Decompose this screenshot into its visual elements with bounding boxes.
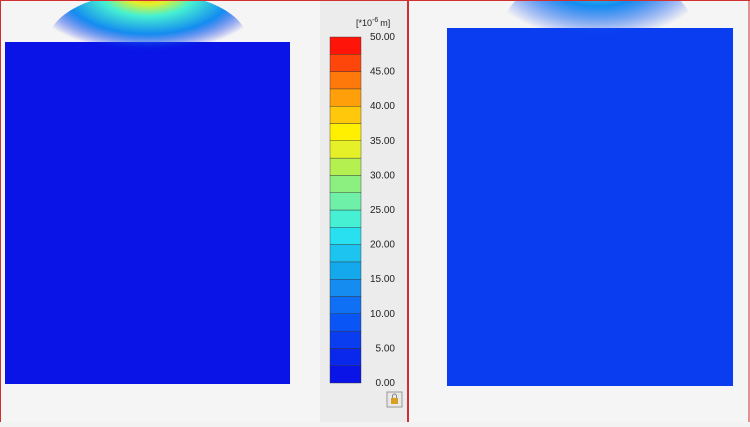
legend-tick-label: 15.00 (370, 274, 395, 285)
legend-band (329, 261, 362, 280)
legend-tick-label: 30.00 (370, 170, 395, 181)
legend-band (329, 227, 362, 245)
legend-band (329, 175, 362, 193)
legend-band (329, 123, 362, 141)
contour-plot-right (447, 28, 733, 386)
legend-band (329, 36, 362, 55)
legend-tick-label: 40.00 (370, 101, 395, 112)
legend-band (329, 71, 362, 90)
legend-band (329, 88, 362, 107)
legend-band (329, 105, 362, 124)
contour-hotspot (48, 0, 248, 92)
legend-tick-label: 35.00 (370, 136, 395, 147)
legend-band (329, 313, 362, 332)
legend-band (329, 192, 362, 211)
legend-tick-label: 0.00 (376, 378, 396, 389)
legend-band (329, 209, 362, 228)
legend-bar (329, 36, 362, 384)
legend-band (329, 54, 362, 72)
legend-tick-label: 5.00 (376, 343, 396, 354)
unit-exp: -6 (372, 17, 378, 24)
legend-tick-label: 20.00 (370, 240, 395, 251)
lock-icon (391, 398, 398, 404)
legend-unit: [*10-6 m] (356, 17, 390, 28)
lock-shackle (392, 393, 397, 398)
legend-band (329, 244, 362, 263)
unit-base: [*10 (356, 18, 372, 28)
legend-band (329, 157, 362, 176)
legend-tick-label: 45.00 (370, 67, 395, 78)
unit-suffix: m] (380, 18, 390, 28)
contour-hotspot (503, 0, 693, 83)
legend-band (329, 279, 362, 297)
legend-band (329, 365, 362, 384)
contour-plot-left (5, 42, 290, 384)
legend-tick-label: 50.00 (370, 32, 395, 43)
legend-band (329, 296, 362, 314)
legend-tick-label: 25.00 (370, 205, 395, 216)
legend-band (329, 140, 362, 159)
legend-band (329, 348, 362, 366)
legend-band (329, 330, 362, 349)
legend-tick-label: 10.00 (370, 309, 395, 320)
